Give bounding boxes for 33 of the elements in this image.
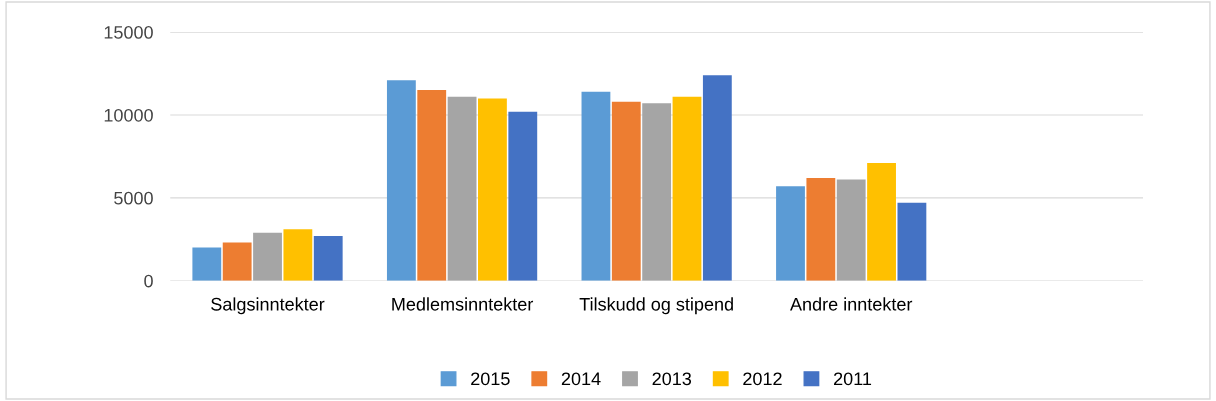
y-tick-label: 15000 <box>104 26 153 39</box>
y-tick-label: 10000 <box>104 108 153 122</box>
x-tick-label: Andre inntekter <box>790 297 913 311</box>
bar <box>447 96 477 281</box>
bar <box>642 103 672 281</box>
x-tick-label: Salgsinntekter <box>211 297 325 315</box>
bar <box>897 202 927 281</box>
x-tick-label: Tilskudd og stipend <box>579 297 733 315</box>
bar <box>508 111 538 281</box>
legend-label: 2012 <box>743 372 782 386</box>
bar <box>672 96 702 281</box>
legend-label: 2013 <box>652 372 692 386</box>
bar <box>702 75 732 281</box>
legend-label: 2011 <box>834 372 872 386</box>
legend-label: 2015 <box>471 372 510 386</box>
bar <box>417 90 447 281</box>
bar <box>806 177 836 281</box>
x-tick-label: Medlemsinntekter <box>392 297 534 311</box>
bar <box>836 179 866 281</box>
bar <box>313 235 343 281</box>
bar <box>776 186 805 281</box>
bar <box>192 247 222 281</box>
legend-label: 2014 <box>561 372 601 386</box>
y-tick-label: 0 <box>144 274 153 288</box>
bar <box>581 91 611 281</box>
bar <box>222 242 252 281</box>
bar <box>386 80 416 281</box>
bar <box>283 229 313 281</box>
bar <box>253 232 282 281</box>
y-tick-label: 5000 <box>114 191 153 205</box>
bar <box>867 163 896 281</box>
bar <box>478 98 507 281</box>
bar <box>611 101 641 281</box>
